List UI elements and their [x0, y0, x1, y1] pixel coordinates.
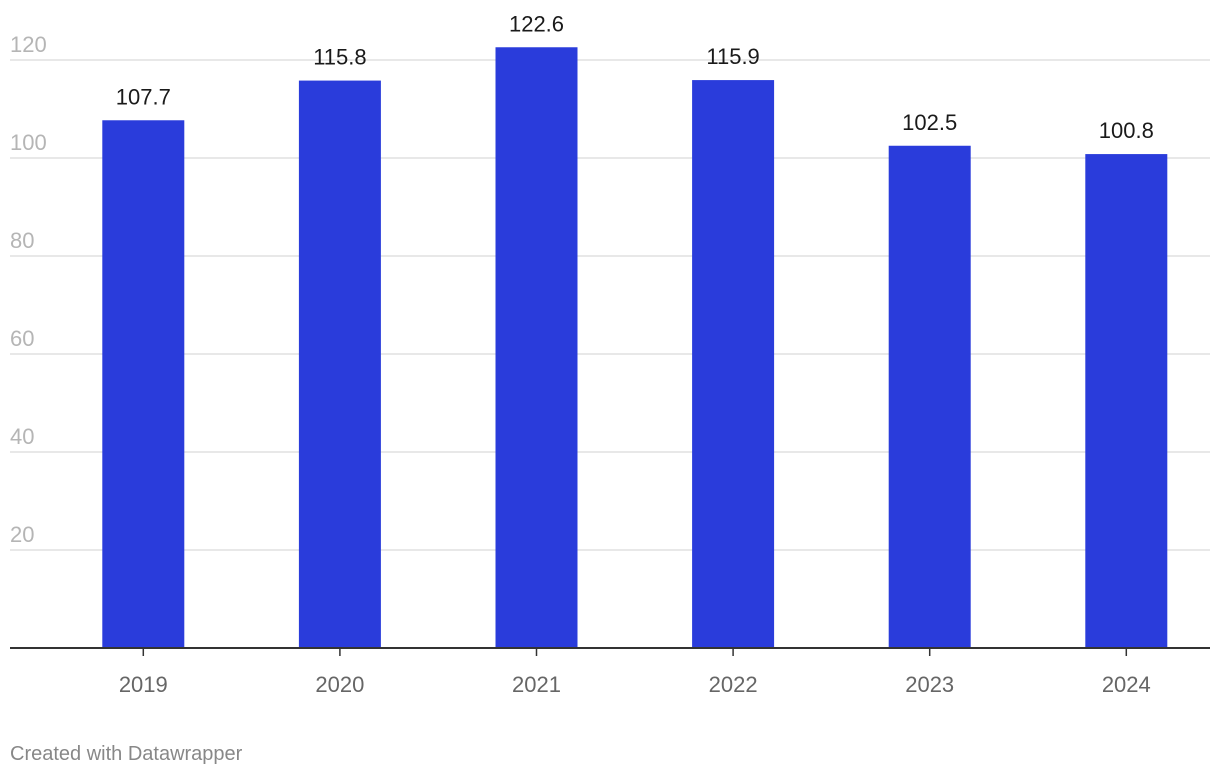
- data-label-2019: 107.7: [116, 84, 171, 109]
- data-label-2020: 115.8: [313, 45, 366, 70]
- data-label-2023: 102.5: [902, 110, 957, 135]
- data-label-2022: 115.9: [706, 44, 759, 69]
- x-tick-label-2024: 2024: [1102, 672, 1151, 697]
- data-labels: 107.7 115.8 122.6 115.9 102.5 100.8: [116, 11, 1154, 143]
- x-tick-label-2019: 2019: [119, 672, 168, 697]
- y-tick-label-20: 20: [10, 522, 34, 547]
- y-tick-label-40: 40: [10, 424, 34, 449]
- y-tick-label-100: 100: [10, 130, 47, 155]
- bar-2021: [495, 47, 578, 648]
- bar-2022: [692, 80, 775, 649]
- data-label-2021: 122.6: [509, 11, 564, 36]
- x-tick-label-2020: 2020: [315, 672, 364, 697]
- data-label-2024: 100.8: [1099, 118, 1154, 143]
- y-tick-label-120: 120: [10, 32, 47, 57]
- x-tick-label-2022: 2022: [709, 672, 758, 697]
- y-tick-label-60: 60: [10, 326, 34, 351]
- bar-2020: [298, 80, 381, 648]
- x-axis: 2019 2020 2021 2022 2023 2024: [10, 647, 1210, 697]
- gridlines: 20 40 60 80 100 120: [10, 32, 1210, 551]
- bar-2023: [888, 145, 971, 648]
- bar-2019: [102, 120, 185, 648]
- bar-2024: [1085, 154, 1168, 648]
- y-tick-label-80: 80: [10, 228, 34, 253]
- x-tick-label-2021: 2021: [512, 672, 561, 697]
- footer-credit: Created with Datawrapper: [10, 743, 243, 765]
- bars: [102, 47, 1168, 649]
- x-tick-label-2023: 2023: [905, 672, 954, 697]
